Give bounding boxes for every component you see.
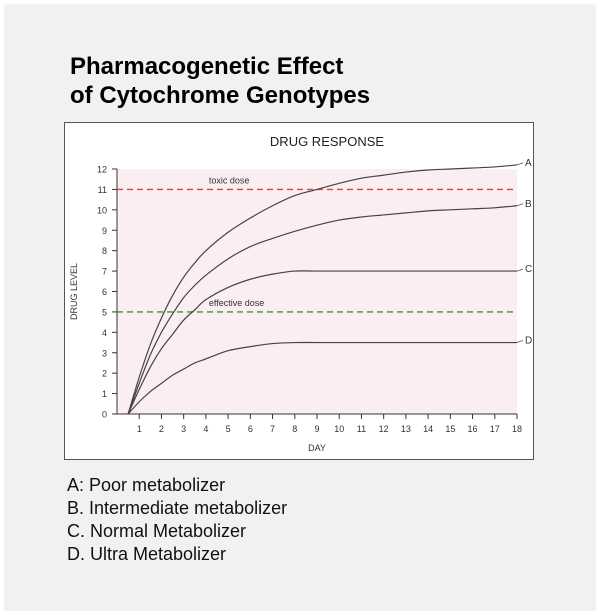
x-tick-label: 13 [401,424,411,434]
series-line-b [127,205,518,415]
legend-item-d: D. Ultra Metabolizer [67,544,227,564]
y-tick-label: 4 [102,328,107,338]
x-tick-label: 4 [203,424,208,434]
y-tick-label: 3 [102,348,107,358]
x-tick-label: 10 [334,424,344,434]
y-tick-label: 5 [102,307,107,317]
x-tick-label: 5 [226,424,231,434]
plot-background [117,169,517,414]
y-axis-label: DRUG LEVEL [69,263,79,320]
series-line-d [127,341,517,415]
x-tick-label: 18 [512,424,522,434]
x-tick-label: 15 [445,424,455,434]
title-line-1: Pharmacogenetic Effect [70,53,344,80]
x-tick-label: 1 [137,424,142,434]
y-tick-label: 11 [98,185,107,195]
x-tick-label: 9 [314,424,319,434]
series-label-a: A [525,158,532,169]
series-leader-b [516,203,524,207]
legend-item-a: A: Poor metabolizer [67,475,226,495]
y-tick-label: 7 [102,267,107,277]
x-tick-label: 3 [181,424,186,434]
reference-label-1: effective dose [209,298,264,308]
x-tick-label: 12 [379,424,389,434]
y-tick-label: 1 [102,389,107,399]
reference-label-0: toxic dose [209,175,250,185]
series-line-c [127,270,517,415]
series-leader-d [516,340,524,343]
x-tick-label: 6 [248,424,253,434]
x-tick-label: 16 [468,424,478,434]
series-leader-c [516,268,524,272]
y-tick-label: 8 [102,246,107,256]
metabolizer-legend: A: Poor metabolizer B. Intermediate meta… [67,474,287,566]
x-tick-label: 14 [423,424,433,434]
series-line-a [127,164,518,415]
y-tick-label: 0 [102,410,107,420]
y-tick-label: 12 [97,165,107,175]
y-tick-label: 10 [97,205,107,215]
y-tick-label: 2 [102,369,107,379]
x-tick-label: 11 [357,424,366,434]
x-tick-label: 17 [490,424,500,434]
figure-title: Pharmacogenetic Effect of Cytochrome Gen… [70,52,370,110]
x-axis-label: DAY [308,443,326,453]
series-label-d: D [525,336,532,347]
chart-title: DRUG RESPONSE [270,134,384,149]
x-tick-label: 8 [292,424,297,434]
legend-item-b: B. Intermediate metabolizer [67,498,288,518]
y-tick-label: 9 [102,226,107,236]
legend-item-c: C. Normal Metabolizer [67,521,247,541]
series-leader-a [516,162,524,166]
x-tick-label: 2 [159,424,164,434]
series-label-b: B [525,199,532,210]
y-tick-label: 6 [102,287,107,297]
series-label-c: C [525,264,532,275]
x-tick-label: 7 [270,424,275,434]
title-line-2: of Cytochrome Genotypes [70,82,371,109]
